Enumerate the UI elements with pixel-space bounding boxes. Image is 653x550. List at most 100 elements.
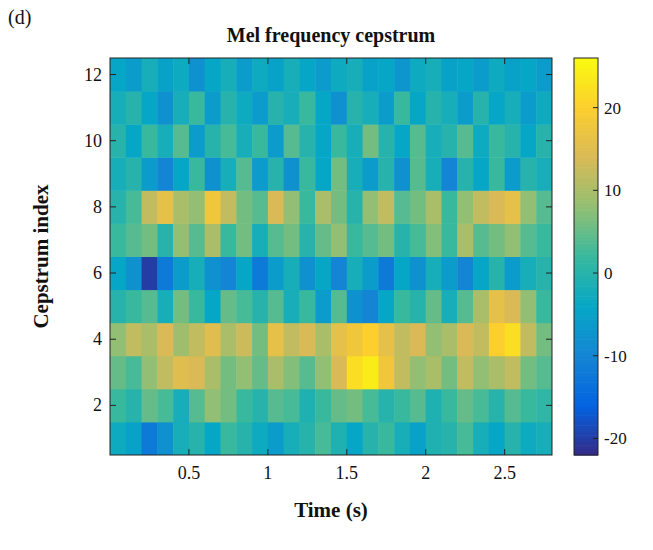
x-tick	[188, 449, 189, 455]
cell	[142, 190, 158, 224]
cell	[347, 124, 363, 158]
cell	[347, 257, 363, 291]
cell	[505, 58, 521, 92]
cell	[268, 223, 284, 257]
cell	[520, 356, 536, 390]
cell	[268, 323, 284, 357]
cell	[126, 91, 142, 125]
panel-label: (d)	[8, 6, 31, 29]
cell	[142, 157, 158, 191]
cell	[315, 91, 331, 125]
cell	[331, 190, 347, 224]
cell	[315, 290, 331, 324]
cell	[110, 422, 126, 455]
cell	[426, 124, 442, 158]
cell	[489, 58, 505, 92]
cell	[189, 190, 205, 224]
cell	[173, 190, 189, 224]
cell	[536, 356, 552, 390]
cell	[173, 257, 189, 291]
cell	[110, 223, 126, 257]
cell	[505, 124, 521, 158]
cell	[299, 124, 315, 158]
cell	[157, 124, 173, 158]
cell	[142, 323, 158, 357]
cell	[505, 422, 521, 455]
cell	[347, 422, 363, 455]
cell	[110, 91, 126, 125]
y-tick	[110, 140, 116, 141]
cell	[489, 223, 505, 257]
cell	[457, 422, 473, 455]
cell	[536, 422, 552, 455]
cell	[268, 124, 284, 158]
cell	[378, 157, 394, 191]
cell	[205, 323, 221, 357]
y-tick	[546, 206, 552, 207]
cell	[331, 257, 347, 291]
cell	[426, 91, 442, 125]
cell	[442, 190, 458, 224]
cell	[394, 223, 410, 257]
cell	[173, 91, 189, 125]
cell	[205, 356, 221, 390]
cell	[442, 223, 458, 257]
cell	[142, 91, 158, 125]
cell	[205, 422, 221, 455]
y-tick	[546, 74, 552, 75]
y-tick	[546, 339, 552, 340]
cell	[299, 257, 315, 291]
cell	[221, 223, 237, 257]
cell	[157, 223, 173, 257]
cell	[457, 323, 473, 357]
cell	[426, 356, 442, 390]
cell	[221, 257, 237, 291]
cell	[299, 91, 315, 125]
cell	[252, 124, 268, 158]
cell	[299, 223, 315, 257]
cell	[236, 389, 252, 423]
cell	[142, 58, 158, 92]
y-axis-title: Cepstrum index	[29, 184, 53, 329]
cell	[363, 323, 379, 357]
cell	[205, 389, 221, 423]
cell	[457, 190, 473, 224]
cell	[473, 323, 489, 357]
cell	[363, 58, 379, 92]
cell	[110, 190, 126, 224]
cell	[520, 124, 536, 158]
cell	[299, 356, 315, 390]
cell	[126, 323, 142, 357]
cell	[284, 58, 300, 92]
colorbar-step	[574, 58, 598, 62]
cell	[331, 58, 347, 92]
cell	[157, 190, 173, 224]
cell	[221, 356, 237, 390]
cell	[315, 190, 331, 224]
cell	[378, 389, 394, 423]
cell	[205, 223, 221, 257]
cell	[426, 157, 442, 191]
cell	[410, 290, 426, 324]
cell	[489, 422, 505, 455]
cell	[205, 290, 221, 324]
cell	[189, 91, 205, 125]
y-tick	[110, 273, 116, 274]
x-tick	[504, 58, 505, 64]
cell	[457, 223, 473, 257]
cell	[284, 257, 300, 291]
colorbar-tick-label: -10	[604, 347, 627, 366]
cell	[126, 223, 142, 257]
cell	[189, 290, 205, 324]
cell	[473, 290, 489, 324]
cell	[284, 356, 300, 390]
cell	[331, 356, 347, 390]
cell	[315, 58, 331, 92]
cell	[394, 124, 410, 158]
x-tick	[267, 58, 268, 64]
cell	[426, 422, 442, 455]
cell	[505, 157, 521, 191]
cell	[189, 356, 205, 390]
y-tick-label: 10	[84, 131, 102, 151]
cell	[394, 257, 410, 291]
